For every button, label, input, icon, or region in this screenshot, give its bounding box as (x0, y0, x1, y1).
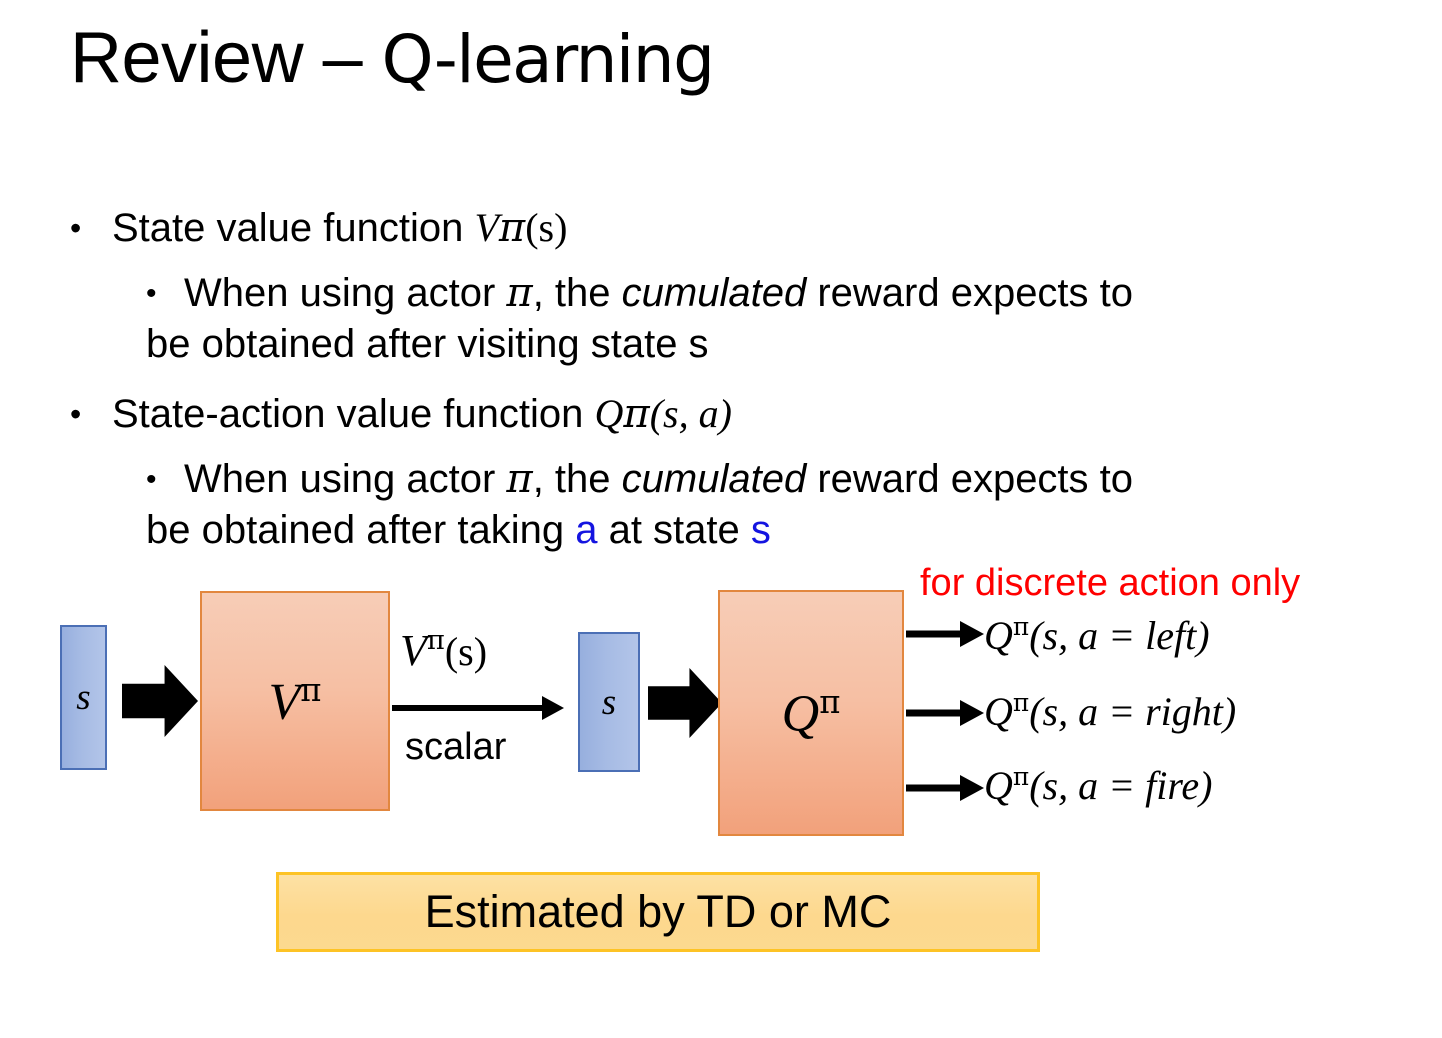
value-network-box-q: Qπ (718, 590, 904, 836)
sub-bullet-marker: • (146, 463, 157, 496)
arrow-shaft (906, 784, 960, 792)
page-title-prefix: Review – (70, 18, 382, 98)
state-input-label-q: s (601, 681, 617, 723)
v-output-kind-label: scalar (405, 726, 507, 768)
sub-bullet-state-value-desc: • When using actor π, the cumulated rewar… (146, 268, 1326, 370)
sub-text-line2-b: at state (597, 508, 751, 553)
sub-text-line2: be obtained after visiting state s (146, 322, 709, 367)
value-network-box-v: Vπ (200, 591, 390, 811)
bullet-text: State-action value function (112, 392, 595, 436)
arrow-head (960, 700, 984, 726)
sub-text-c: reward expects to (806, 457, 1134, 501)
math-q-superscript: π (623, 391, 650, 437)
sub-text-line2-a: be obtained after taking (146, 508, 576, 553)
arrow-head (960, 775, 984, 801)
state-input-label-v: s (76, 677, 91, 718)
q-output-expr-left: Qπ(s, a = left) (984, 612, 1210, 658)
input-arrow-q-icon (648, 668, 722, 738)
arrow-head (960, 621, 984, 647)
page-title-topic: Q-learning (381, 21, 715, 98)
q-output-expr-right: Qπ(s, a = right) (984, 688, 1237, 734)
sub-bullet-body: When using actor π, the cumulated reward… (146, 456, 1134, 553)
math-q-base: Q (594, 391, 624, 436)
estimation-method-label: Estimated by TD or MC (424, 886, 892, 937)
highlight-state-s: s (750, 508, 771, 553)
bullet-state-value-function: • State value function Vπ(s) (70, 205, 568, 251)
sub-text-c: reward expects to (806, 271, 1134, 315)
math-q-args: (s, a) (649, 391, 732, 436)
value-network-label-v: Vπ (268, 670, 322, 731)
sub-text-a: When using actor (184, 271, 507, 315)
page-title: Review – Q-learning (70, 22, 715, 94)
sub-bullet-body: When using actor π, the cumulated reward… (146, 270, 1134, 367)
sub-bullet-state-action-desc: • When using actor π, the cumulated rewar… (146, 454, 1326, 556)
math-pi-symbol: π (506, 270, 533, 316)
highlight-action-a: a (575, 508, 598, 553)
q-output-expr-fire: Qπ(s, a = fire) (984, 762, 1213, 808)
math-v-superscript: π (498, 205, 526, 251)
bullet-marker: • (70, 396, 82, 432)
arrow-shaft (392, 705, 542, 711)
bullet-state-action-value-function: • State-action value function Qπ(s, a) (70, 391, 732, 437)
math-pi-symbol: π (506, 456, 533, 502)
sub-text-cumulated: cumulated (621, 271, 807, 315)
value-network-label-q: Qπ (781, 682, 841, 743)
sub-text-a: When using actor (184, 457, 507, 501)
arrow-shaft (906, 709, 960, 717)
sub-text-b: , the (532, 271, 622, 315)
arrow-head (542, 696, 564, 720)
math-v-args: (s) (525, 205, 568, 250)
v-output-label: Vπ(s) (400, 625, 488, 675)
sub-text-cumulated: cumulated (621, 457, 807, 501)
estimation-method-banner: Estimated by TD or MC (276, 872, 1040, 952)
state-input-box-q: s (578, 632, 640, 772)
bullet-text: State value function (112, 206, 475, 250)
sub-text-b: , the (532, 457, 622, 501)
math-v-base: V (474, 205, 499, 250)
bullet-marker: • (70, 210, 82, 246)
arrow-shaft (906, 630, 960, 638)
input-arrow-v-icon (122, 665, 198, 737)
state-input-box-v: s (60, 625, 107, 770)
discrete-action-note: for discrete action only (920, 562, 1301, 604)
sub-bullet-marker: • (146, 277, 157, 310)
